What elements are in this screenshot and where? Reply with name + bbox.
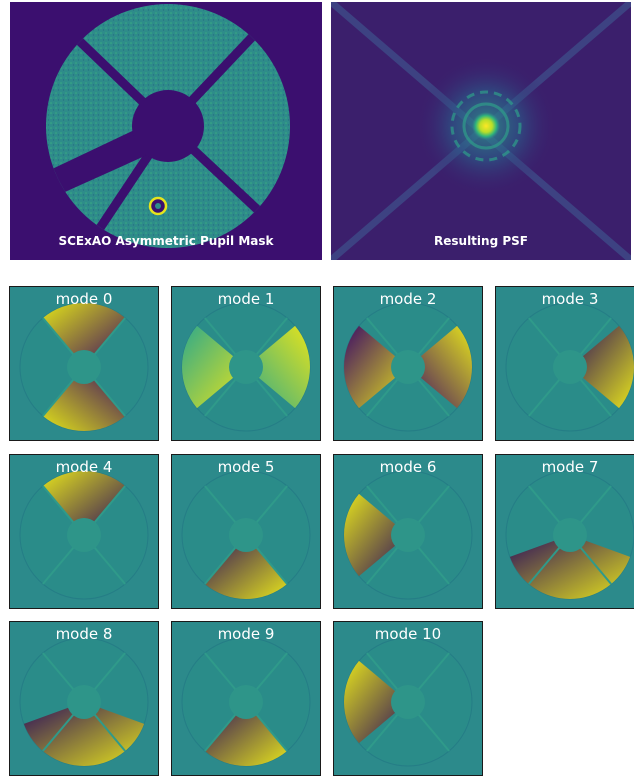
mode-map-5	[181, 470, 311, 600]
mode-tile-10: mode 10	[333, 621, 483, 776]
mode-label: mode 10	[374, 625, 442, 643]
mode-map-1	[181, 302, 311, 432]
mode-map-7	[505, 470, 634, 600]
mode-label: mode 7	[541, 458, 599, 476]
mode-label: mode 9	[217, 625, 275, 643]
mode-tile-9: mode 9	[171, 621, 321, 776]
mode-label: mode 1	[217, 290, 275, 308]
mask-caption: SCExAO Asymmetric Pupil Mask	[58, 234, 274, 248]
mode-tile-8: mode 8	[9, 621, 159, 776]
mode-map-4	[19, 470, 149, 600]
mode-map-3	[505, 302, 634, 432]
mode-tile-1: mode 1	[171, 286, 321, 441]
mode-label: mode 0	[55, 290, 113, 308]
mode-tile-6: mode 6	[333, 454, 483, 609]
psf-graphic	[331, 2, 631, 260]
mode-label: mode 3	[541, 290, 599, 308]
mode-tile-2: mode 2	[333, 286, 483, 441]
mode-map-0	[19, 302, 149, 432]
mode-map-8	[19, 637, 149, 767]
mode-map-10	[343, 637, 473, 767]
mode-label: mode 5	[217, 458, 275, 476]
mode-map-2	[343, 302, 473, 432]
mode-tile-3: mode 3	[495, 286, 634, 441]
mode-label: mode 8	[55, 625, 113, 643]
mode-label: mode 4	[55, 458, 113, 476]
mode-tile-5: mode 5	[171, 454, 321, 609]
mode-label: mode 2	[379, 290, 437, 308]
psf-caption: Resulting PSF	[434, 234, 528, 248]
pupil-mask-image: SCExAO Asymmetric Pupil Mask	[10, 2, 322, 260]
psf-image: Resulting PSF	[331, 2, 631, 260]
mode-tile-7: mode 7	[495, 454, 634, 609]
mode-map-6	[343, 470, 473, 600]
mode-tile-0: mode 0	[9, 286, 159, 441]
pupil-mask-graphic	[10, 2, 322, 260]
psf-core	[472, 112, 500, 140]
central-obscuration	[132, 90, 204, 162]
mode-tile-4: mode 4	[9, 454, 159, 609]
mode-label: mode 6	[379, 458, 437, 476]
mode-map-9	[181, 637, 311, 767]
